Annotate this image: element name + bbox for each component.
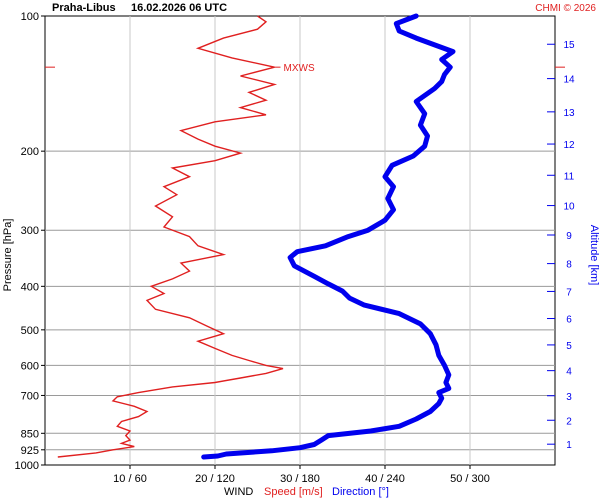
- altitude-tick-label: 3: [566, 392, 572, 403]
- altitude-tick-label: 8: [566, 260, 572, 271]
- altitude-tick-label: 7: [566, 287, 572, 298]
- wind-axis: 10 / 60 20 / 120 30 / 180 40 / 240 50 / 300: [113, 465, 490, 485]
- pressure-tick-label: 925: [21, 445, 39, 457]
- altitude-tick-label: 1: [566, 440, 572, 451]
- wind-tick-label: 10 / 60: [113, 473, 147, 485]
- pressure-tick-label: 1000: [15, 460, 39, 472]
- altitude-axis-label: Altitude [km]: [588, 225, 600, 286]
- pressure-tick-label: 300: [21, 225, 39, 237]
- copyright-label: CHMI © 2026: [535, 3, 596, 14]
- pressure-tick-label: 400: [21, 281, 39, 293]
- direction-legend-label: Direction [°]: [332, 486, 389, 498]
- wind-tick-label: 20 / 120: [195, 473, 235, 485]
- direction-series-line: [201, 13, 456, 460]
- altitude-tick-label: 10: [563, 202, 575, 213]
- station-title: Praha-Libus: [52, 2, 116, 14]
- altitude-tick-label: 2: [566, 416, 572, 427]
- altitude-tick-label: 4: [566, 367, 572, 378]
- altitude-tick-label: 6: [566, 315, 572, 326]
- chart-datetime: 16.02.2026 06 UTC: [131, 2, 227, 14]
- pressure-tick-label: 200: [21, 146, 39, 158]
- wind-tick-label: 50 / 300: [450, 473, 490, 485]
- wind-tick-label: 30 / 180: [280, 473, 320, 485]
- altitude-tick-label: 14: [563, 75, 575, 86]
- pressure-tick-label: 850: [21, 428, 39, 440]
- altitude-tick-label: 12: [563, 140, 575, 151]
- speed-series-line: [57, 15, 284, 458]
- wind-tick-label: 40 / 240: [365, 473, 405, 485]
- altitude-tick-label: 13: [563, 108, 575, 119]
- altitude-tick-label: 11: [564, 171, 575, 182]
- speed-legend-label: Speed [m/s]: [264, 486, 323, 498]
- pressure-tick-label: 500: [21, 325, 39, 337]
- pressure-tick-label: 600: [21, 360, 39, 372]
- grid-layer: [45, 16, 555, 465]
- mxws-annotation: MXWS: [284, 63, 315, 74]
- pressure-axis: 100 200 300 400 500 600 700 850 925 1000: [15, 11, 45, 472]
- altitude-tick-label: 15: [563, 40, 575, 51]
- pressure-tick-label: 700: [21, 390, 39, 402]
- wind-axis-label: WIND: [224, 486, 253, 498]
- pressure-axis-label: Pressure [hPa]: [2, 219, 14, 292]
- pressure-tick-label: 100: [21, 11, 39, 23]
- altitude-tick-label: 9: [566, 231, 572, 242]
- altitude-tick-label: 5: [566, 341, 572, 352]
